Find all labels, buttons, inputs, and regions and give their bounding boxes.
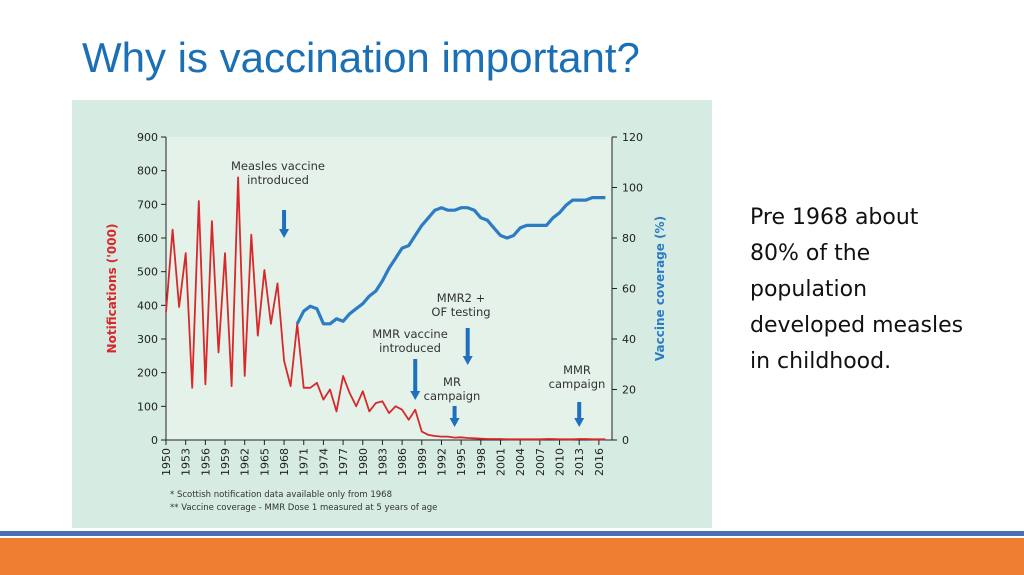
annotation-label: MMR xyxy=(563,363,591,377)
x-tick-label: 1959 xyxy=(219,448,232,476)
annotation-label: MMR vaccine xyxy=(372,327,448,341)
left-tick-label: 200 xyxy=(137,367,158,380)
x-tick-label: 1977 xyxy=(337,448,350,476)
body-text: Pre 1968 about 80% of the population dev… xyxy=(750,200,1010,380)
body-line: developed measles xyxy=(750,313,964,338)
vaccine-coverage-line xyxy=(295,195,606,326)
annotation-label: OF testing xyxy=(431,305,490,319)
x-tick-label: 1968 xyxy=(278,448,291,476)
x-tick-label: 2010 xyxy=(554,448,567,476)
chart-panel: 0 100 200 300 400 500 600 700 800 900 0 20 40 60 80 100… xyxy=(72,100,712,528)
annotation-arrow-head xyxy=(410,391,421,400)
slide-title: Why is vaccination important? xyxy=(82,34,640,81)
body-line: in childhood. xyxy=(750,349,892,374)
annotation-label: campaign xyxy=(424,389,481,403)
x-tick-label: 1986 xyxy=(396,448,409,476)
annotation-arrow-head xyxy=(279,229,290,238)
x-tick-label: 2013 xyxy=(573,448,586,476)
left-tick-label: 100 xyxy=(137,400,158,413)
right-tick-label: 0 xyxy=(622,434,629,447)
right-tick-label: 20 xyxy=(622,384,636,397)
annotation-label: campaign xyxy=(549,377,606,391)
left-tick-label: 400 xyxy=(137,299,158,312)
left-tick-label: 700 xyxy=(137,198,158,211)
annotation-arrow-head xyxy=(574,418,585,427)
notifications-line xyxy=(165,176,606,441)
body-line: 80% of the xyxy=(750,241,871,266)
right-axis-title: Vaccine coverage (%) xyxy=(653,216,667,361)
annotation-label: introduced xyxy=(379,341,441,355)
x-tick-label: 1965 xyxy=(258,448,271,476)
x-tick-label: 1995 xyxy=(455,448,468,476)
body-line: population xyxy=(750,277,868,302)
right-tick-label: 80 xyxy=(622,232,636,245)
left-tick-label: 300 xyxy=(137,333,158,346)
left-axis-title: Notifications ('000) xyxy=(105,224,119,354)
x-tick-label: 1956 xyxy=(199,448,212,476)
annotation-label: MR xyxy=(443,375,461,389)
x-tick-label: 1962 xyxy=(239,448,252,476)
annotation-label: Measles vaccine xyxy=(231,159,325,173)
footnote: * Scottish notification data available o… xyxy=(170,490,392,500)
left-tick-label: 600 xyxy=(137,232,158,245)
left-tick-label: 800 xyxy=(137,165,158,178)
x-tick-label: 1983 xyxy=(376,448,389,476)
body-line: Pre 1968 about xyxy=(750,205,919,230)
x-tick-label: 2001 xyxy=(495,448,508,476)
footer-blue-bar xyxy=(0,531,1024,536)
right-tick-label: 60 xyxy=(622,283,636,296)
plot-area xyxy=(166,137,612,440)
x-tick-label: 2007 xyxy=(534,448,547,476)
left-tick-label: 0 xyxy=(151,434,158,447)
annotation-label: introduced xyxy=(247,173,309,187)
x-tick-label: 1950 xyxy=(160,448,173,476)
left-tick-label: 900 xyxy=(137,131,158,144)
x-tick-label: 1989 xyxy=(416,448,429,476)
right-tick-label: 120 xyxy=(622,131,643,144)
right-tick-label: 100 xyxy=(622,182,643,195)
annotation-arrow-head xyxy=(462,356,473,365)
x-tick-label: 2016 xyxy=(593,448,606,476)
footer-orange-bar xyxy=(0,538,1024,575)
x-tick-label: 2004 xyxy=(514,448,527,476)
left-tick-label: 500 xyxy=(137,266,158,279)
x-tick-label: 1998 xyxy=(475,448,488,476)
x-tick-label: 1980 xyxy=(357,448,370,476)
x-tick-label: 1971 xyxy=(298,448,311,476)
annotation-arrow-head xyxy=(449,418,460,427)
footnote: ** Vaccine coverage - MMR Dose 1 measure… xyxy=(170,503,437,513)
right-tick-label: 40 xyxy=(622,333,636,346)
annotation-label: MMR2 + xyxy=(437,291,485,305)
x-tick-label: 1953 xyxy=(180,448,193,476)
measles-chart: 0 100 200 300 400 500 600 700 800 900 0 20 40 60 80 100… xyxy=(105,131,667,513)
x-tick-label: 1992 xyxy=(435,448,448,476)
x-tick-label: 1974 xyxy=(317,448,330,476)
